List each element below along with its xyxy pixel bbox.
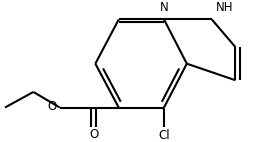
Text: Cl: Cl xyxy=(158,129,170,142)
Text: NH: NH xyxy=(216,1,234,14)
Text: O: O xyxy=(48,100,57,113)
Text: N: N xyxy=(160,1,168,14)
Text: O: O xyxy=(89,128,98,141)
